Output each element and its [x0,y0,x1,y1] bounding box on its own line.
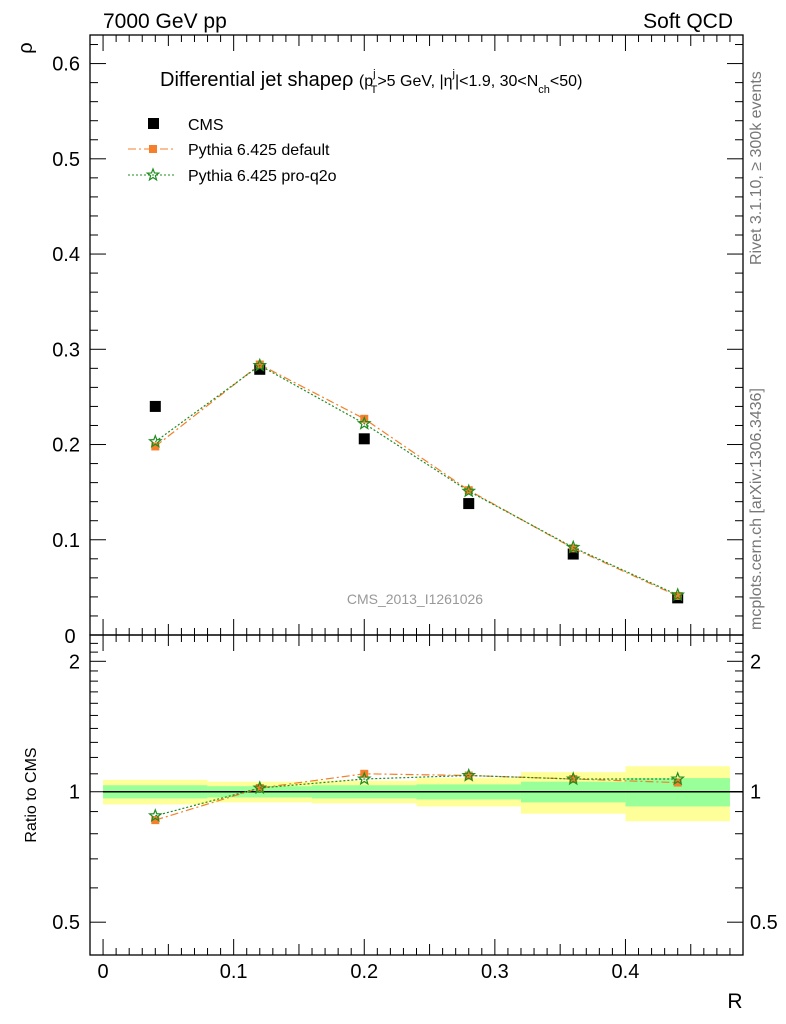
ratio-point-pythia-6-425-default [151,816,160,825]
ratio-point-pythia-6-425-pro-q2o [252,780,268,795]
chart-title-main: Differential jet shapeρ [160,69,359,91]
main-axis-ticks [90,35,743,636]
ratio-y-tick-label-right: 1 [750,782,761,804]
main-series-layer [147,357,686,604]
data-point-pythia-6-425-pro-q2o [252,357,268,372]
data-point-pythia-6-425-pro-q2o [565,539,581,554]
data-point-pythia-6-425-default [673,591,682,600]
legend-entry-cms: CMS [148,117,224,134]
ratio-series-pythia-6-425-pro-q2o [147,767,686,823]
ratio-point-pythia-6-425-pro-q2o [147,808,163,823]
chart-title-sub-t: T [371,84,378,96]
ratio-y-tick-labels: 0.5 0.5 1 1 2 2 [52,651,778,934]
main-y-tick-label: 0.4 [52,244,80,266]
ratio-point-pythia-6-425-default [569,775,578,784]
series-line-pythia-6-425-pro-q2o [154,364,678,596]
legend-marker-pythia-pro-q2o [145,167,161,182]
data-point-pythia-6-425-default [151,442,160,451]
ratio-line-pythia-6-425-default [155,773,678,821]
analysis-watermark: CMS_2013_I1261026 [347,591,483,607]
chart-title-sub-ch: ch [538,84,550,96]
series-line-pythia-6-425-default [154,363,678,597]
data-point-cms [149,400,161,412]
ratio-point-pythia-6-425-pro-q2o [670,771,686,786]
ratio-point-pythia-6-425-pro-q2o [565,771,581,786]
x-tick-label: 0 [97,961,108,983]
chart-title-sup-j: j [372,68,375,80]
data-point-pythia-6-425-default [255,360,264,369]
main-y-tick-label: 0.2 [52,435,80,457]
main-y-tick-label: 0.6 [52,54,80,76]
x-tick-label: 0.1 [220,961,248,983]
chart-title-sup-j2: j [452,68,455,80]
legend-label-pythia-default: Pythia 6.425 default [188,142,330,159]
legend-marker-pythia-default [149,145,157,153]
ratio-y-axis-label: Ratio to CMS [23,747,40,842]
legend-label-pythia-pro-q2o: Pythia 6.425 pro-q2o [188,168,337,185]
legend-label-cms: CMS [188,117,224,134]
data-point-pythia-6-425-pro-q2o [461,483,477,498]
ratio-y-tick-label-left: 1 [69,782,80,804]
x-tick-labels: 0 0.1 0.2 0.3 0.4 [97,961,639,983]
main-series-cms [149,363,684,604]
chart-title-p: (p [359,73,373,90]
data-point-pythia-6-425-pro-q2o [670,587,686,602]
ratio-panel: 0.5 0.5 1 1 2 2 0 0.1 0.2 0.3 0.4 Ratio to CMS R [23,634,778,1013]
main-y-tick-label: 0.1 [52,530,80,552]
chart-title: Differential jet shapeρ (pj T>5 GeV, |ηj|… [160,68,582,96]
chart-title-cut3: <50) [550,73,582,90]
ratio-line-pythia-6-425-pro-q2o [155,774,678,817]
main-y-tick-label: 0.3 [52,339,80,361]
x-tick-label: 0.2 [350,961,378,983]
data-point-cms [463,498,475,510]
main-y-tick-labels: 0.1 0.2 0.3 0.4 0.5 0.6 [52,54,80,552]
header-category-label: Soft QCD [643,10,733,33]
data-point-pythia-6-425-default [569,544,578,553]
main-y-tick-label-zero: 0 [64,626,75,648]
legend-entry-pythia-pro-q2o: Pythia 6.425 pro-q2o [128,167,337,185]
data-point-pythia-6-425-pro-q2o [356,415,372,430]
data-point-cms [254,363,266,375]
legend-entry-pythia-default: Pythia 6.425 default [128,142,330,159]
rivet-version-label: Rivet 3.1.10, ≥ 300k events [748,71,765,265]
ratio-y-tick-label-right: 2 [750,651,761,673]
ratio-axis-ticks [90,635,743,955]
chart-title-cut2: |<1.9, 30<N [455,73,538,90]
ratio-y-tick-label-right: 0.5 [750,912,778,934]
main-y-tick-label: 0.5 [52,149,80,171]
x-tick-label: 0.3 [481,961,509,983]
chart-title-cut1: >5 GeV, |η [377,73,452,90]
legend-marker-cms [148,118,159,129]
ratio-y-tick-label-left: 0.5 [52,912,80,934]
main-y-axis-label: ρ [15,42,37,53]
ratio-y-tick-label-left: 2 [69,651,80,673]
ratio-uncertainty-bands [103,766,730,822]
ratio-series-layer [147,767,686,825]
data-point-cms [567,548,579,560]
data-point-pythia-6-425-pro-q2o [147,433,163,448]
header-energy-label: 7000 GeV pp [103,10,227,33]
ratio-point-pythia-6-425-pro-q2o [356,771,372,786]
ratio-point-pythia-6-425-default [673,778,682,787]
main-panel: 0.1 0.2 0.3 0.4 0.5 0.6 0 ρ Differential jet … [15,34,744,648]
x-axis-label: R [727,990,742,1013]
data-point-cms [358,433,370,445]
x-tick-label: 0.4 [612,961,640,983]
main-series-pythia-6-425-default [151,360,682,600]
legend: CMS Pythia 6.425 default Pythia 6.425 pr… [128,117,337,185]
ratio-point-pythia-6-425-pro-q2o [461,767,477,782]
data-point-pythia-6-425-default [464,486,473,495]
main-series-pythia-6-425-pro-q2o [147,357,686,602]
mcplots-reference-label: mcplots.cern.ch [arXiv:1306.3436] [748,388,765,630]
